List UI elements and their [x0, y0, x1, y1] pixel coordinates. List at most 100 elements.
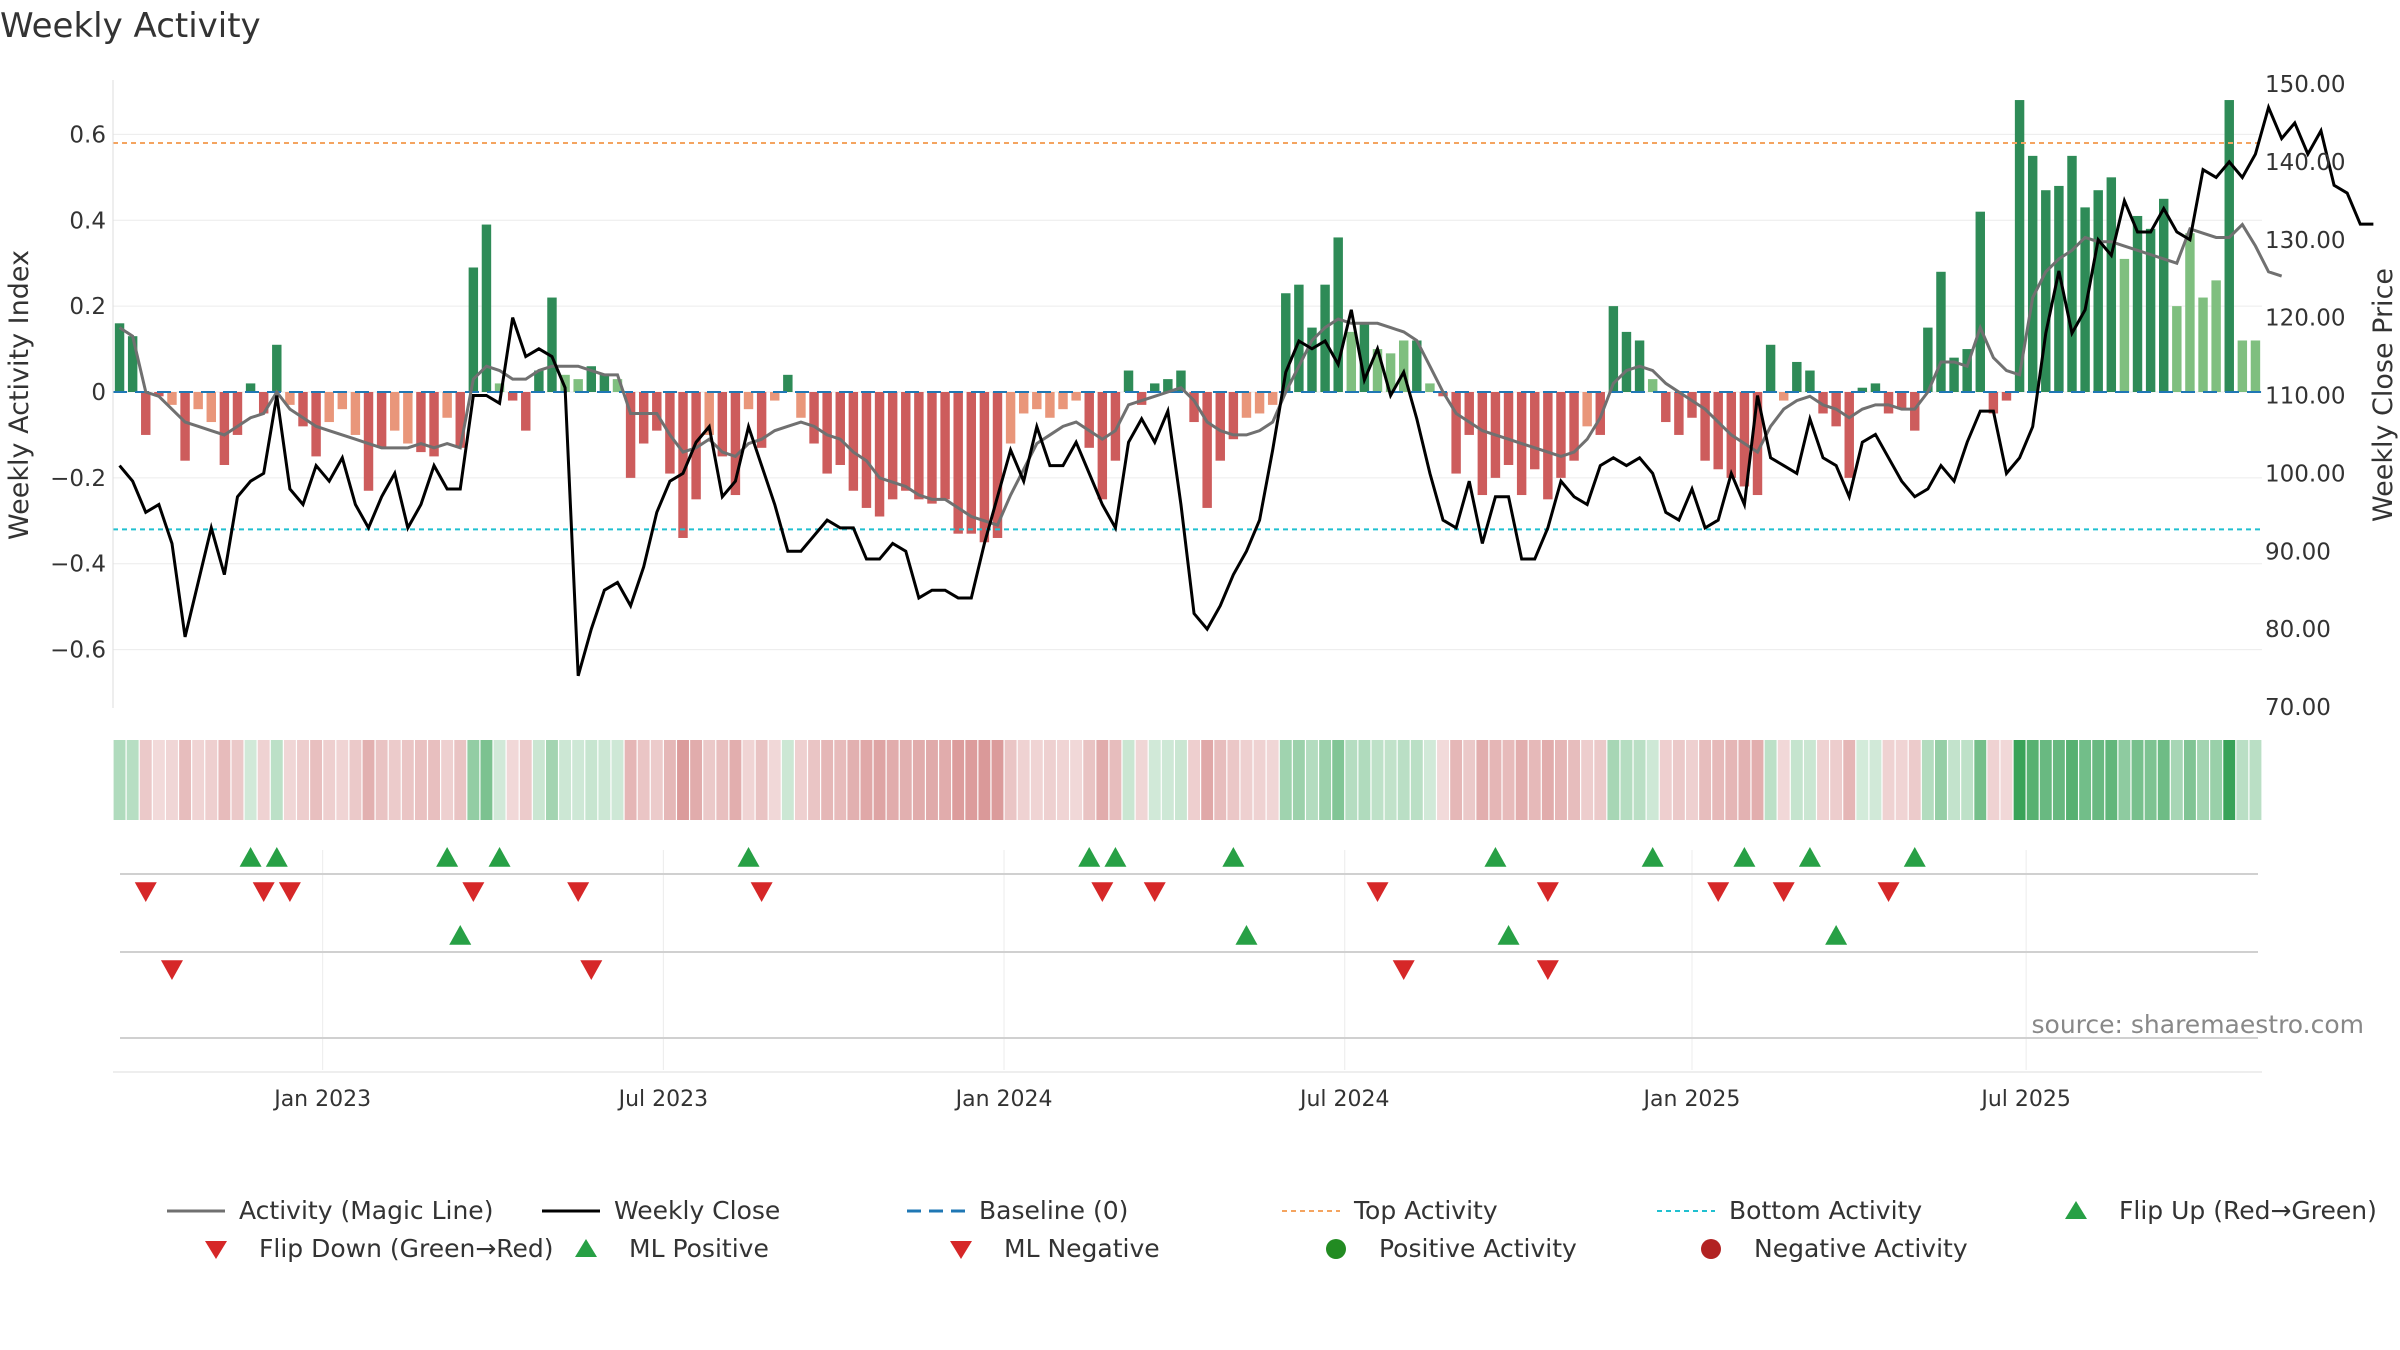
activity-bar	[730, 392, 741, 496]
heat-cell	[1253, 740, 1266, 820]
heat-cell	[1161, 740, 1174, 820]
heat-cell	[139, 740, 152, 820]
heat-cell	[1437, 740, 1449, 820]
activity-bar	[1700, 392, 1710, 461]
heat-cell	[690, 740, 703, 820]
activity-bar	[1163, 379, 1173, 392]
heat-cell	[231, 740, 244, 820]
activity-bar	[1765, 344, 1776, 392]
activity-bar	[1608, 306, 1619, 392]
activity-bar	[652, 392, 662, 431]
activity-bar	[2119, 258, 2130, 392]
legend-label: Weekly Close	[614, 1196, 781, 1225]
heat-cell	[467, 740, 480, 820]
heat-cell	[1227, 740, 1240, 820]
marker-down	[1536, 960, 1559, 980]
heat-cell	[1974, 740, 1987, 820]
heat-cell	[113, 740, 126, 820]
marker-up	[436, 847, 459, 867]
activity-bar	[180, 392, 190, 461]
heat-cell	[375, 740, 388, 820]
activity-bar	[534, 370, 544, 392]
heat-cell	[912, 740, 925, 820]
legend-swatch	[205, 1240, 227, 1259]
legend-swatch	[2065, 1200, 2087, 1219]
activity-bar	[1084, 392, 1094, 448]
heat-cell	[2144, 740, 2157, 820]
activity-bar	[1294, 284, 1304, 392]
activity-bar	[1975, 211, 1985, 392]
heat-cell	[2131, 740, 2144, 820]
heat-cell	[1646, 740, 1659, 820]
heat-cell	[1384, 740, 1397, 820]
legend-swatch	[1326, 1238, 1346, 1259]
legend-item: Flip Down (Green→Red)	[185, 1234, 554, 1263]
heat-cell	[716, 740, 729, 820]
heat-cell	[1699, 740, 1712, 820]
heat-cell	[2197, 740, 2209, 820]
heat-cell	[244, 740, 257, 820]
heat-cell	[1790, 740, 1803, 820]
activity-bar	[1595, 392, 1605, 435]
activity-bar	[232, 392, 243, 435]
heat-cell	[401, 740, 414, 820]
heat-cell	[1515, 740, 1528, 820]
legend-item: Top Activity	[1280, 1196, 1498, 1225]
activity-bar	[2250, 340, 2261, 392]
heat-cell	[1358, 740, 1371, 820]
activity-bar	[1425, 383, 1435, 392]
activity-bar	[311, 392, 321, 457]
heat-cell	[2157, 740, 2170, 820]
heat-cell	[1463, 740, 1476, 820]
legend-item: Negative Activity	[1680, 1234, 1968, 1263]
marker-up	[1733, 847, 1756, 867]
heat-cell	[519, 740, 532, 820]
activity-bar	[756, 392, 767, 448]
heat-cell	[650, 740, 663, 820]
heat-cell	[1659, 740, 1672, 820]
heat-cell	[2039, 740, 2052, 820]
activity-bar	[429, 392, 439, 457]
activity-bar	[154, 392, 164, 397]
heat-cell	[205, 740, 218, 820]
marker-up	[1484, 847, 1507, 867]
heat-cell	[1397, 740, 1410, 820]
activity-bar	[1228, 392, 1239, 440]
activity-bar	[127, 336, 138, 392]
activity-bar	[1045, 392, 1055, 418]
heat-cell	[1555, 740, 1567, 820]
heat-cell	[2066, 740, 2078, 820]
heat-cell	[506, 740, 519, 820]
marker-up	[1104, 847, 1127, 867]
activity-bar	[442, 392, 452, 418]
activity-bar	[940, 392, 950, 500]
activity-bar	[521, 392, 531, 431]
legend-item: Positive Activity	[1305, 1234, 1577, 1263]
marker-down	[1366, 882, 1389, 902]
activity-bar	[245, 383, 256, 392]
heat-cell	[585, 740, 598, 820]
activity-bar	[874, 392, 885, 517]
marker-up	[239, 847, 262, 867]
activity-bar	[835, 392, 845, 465]
heat-cell	[991, 740, 1004, 820]
activity-bar	[206, 392, 216, 423]
activity-bar	[272, 344, 282, 392]
y-tick-left: −0.6	[50, 638, 106, 664]
activity-bar	[1071, 392, 1081, 401]
heat-cell	[1607, 740, 1620, 820]
activity-bar	[2067, 155, 2077, 392]
activity-bar	[350, 392, 361, 435]
activity-bar	[2054, 185, 2064, 392]
activity-bar	[1844, 392, 1854, 478]
activity-bar	[1674, 392, 1684, 435]
activity-bar	[1949, 357, 1959, 392]
activity-bar	[1320, 284, 1330, 392]
heat-cell	[1450, 740, 1463, 820]
activity-bar	[560, 374, 570, 392]
heat-cell	[1345, 740, 1358, 820]
heat-cell	[1528, 740, 1541, 820]
heat-cell	[611, 740, 624, 820]
activity-bar	[1556, 392, 1566, 478]
